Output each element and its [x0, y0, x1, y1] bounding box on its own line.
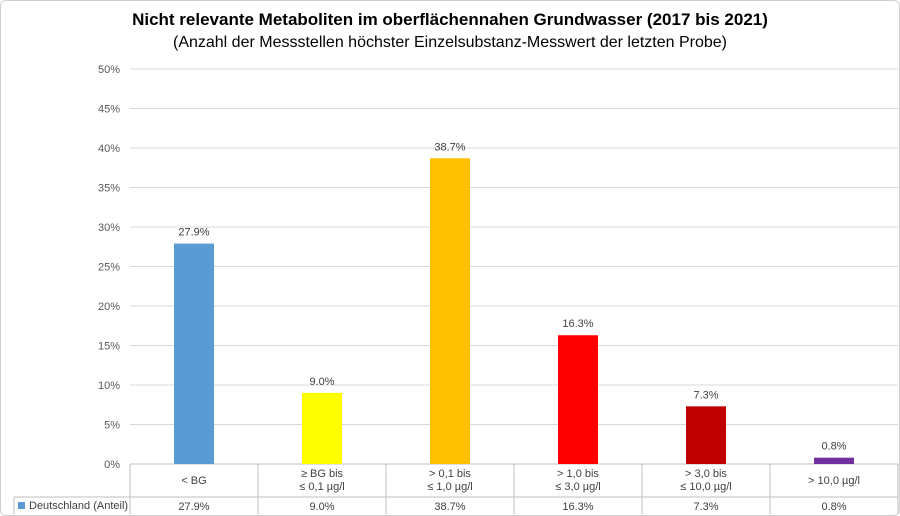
category-label: > 3,0 bis — [685, 468, 727, 480]
bar — [302, 392, 342, 464]
data-label: 9.0% — [309, 376, 334, 388]
y-tick-label: 20% — [98, 301, 120, 313]
category-label: < BG — [181, 475, 206, 487]
table-value: 7.3% — [693, 501, 718, 513]
category-label: ≤ 0,1 µg/l — [299, 481, 344, 493]
bar — [814, 457, 854, 464]
category-label: > 0,1 bis — [429, 468, 471, 480]
category-label: > 10,0 µg/l — [808, 475, 860, 487]
y-tick-label: 40% — [98, 143, 120, 155]
chart-title: Nicht relevante Metaboliten im oberfläch… — [132, 10, 768, 29]
data-label: 0.8% — [821, 441, 846, 453]
category-label: ≤ 1,0 µg/l — [427, 481, 472, 493]
y-tick-label: 5% — [104, 420, 120, 432]
series-label: Deutschland (Anteil) — [29, 500, 128, 512]
bar — [430, 158, 470, 464]
y-tick-label: 45% — [98, 104, 120, 116]
y-tick-label: 50% — [98, 64, 120, 76]
data-label: 16.3% — [562, 318, 593, 330]
table-value: 16.3% — [562, 501, 593, 513]
y-tick-label: 35% — [98, 183, 120, 195]
table-value: 38.7% — [434, 501, 465, 513]
y-tick-label: 25% — [98, 262, 120, 274]
y-tick-label: 30% — [98, 222, 120, 234]
bar — [174, 243, 214, 464]
category-label: ≤ 10,0 µg/l — [680, 481, 732, 493]
chart-subtitle: (Anzahl der Messstellen höchster Einzels… — [172, 34, 728, 51]
bar — [558, 335, 598, 464]
table-value: 0.8% — [821, 501, 846, 513]
bar — [686, 406, 726, 464]
y-tick-label: 15% — [98, 341, 120, 353]
data-label: 38.7% — [434, 141, 465, 153]
y-tick-label: 10% — [98, 380, 120, 392]
category-label: ≤ 3,0 µg/l — [555, 481, 600, 493]
category-label: ≥ BG bis — [301, 468, 344, 480]
data-label: 27.9% — [178, 227, 209, 239]
y-tick-label: 0% — [104, 459, 120, 471]
table-value: 27.9% — [178, 501, 209, 513]
table-value: 9.0% — [309, 501, 334, 513]
legend-swatch — [18, 502, 25, 509]
data-label: 7.3% — [693, 389, 718, 401]
category-label: > 1,0 bis — [557, 468, 599, 480]
